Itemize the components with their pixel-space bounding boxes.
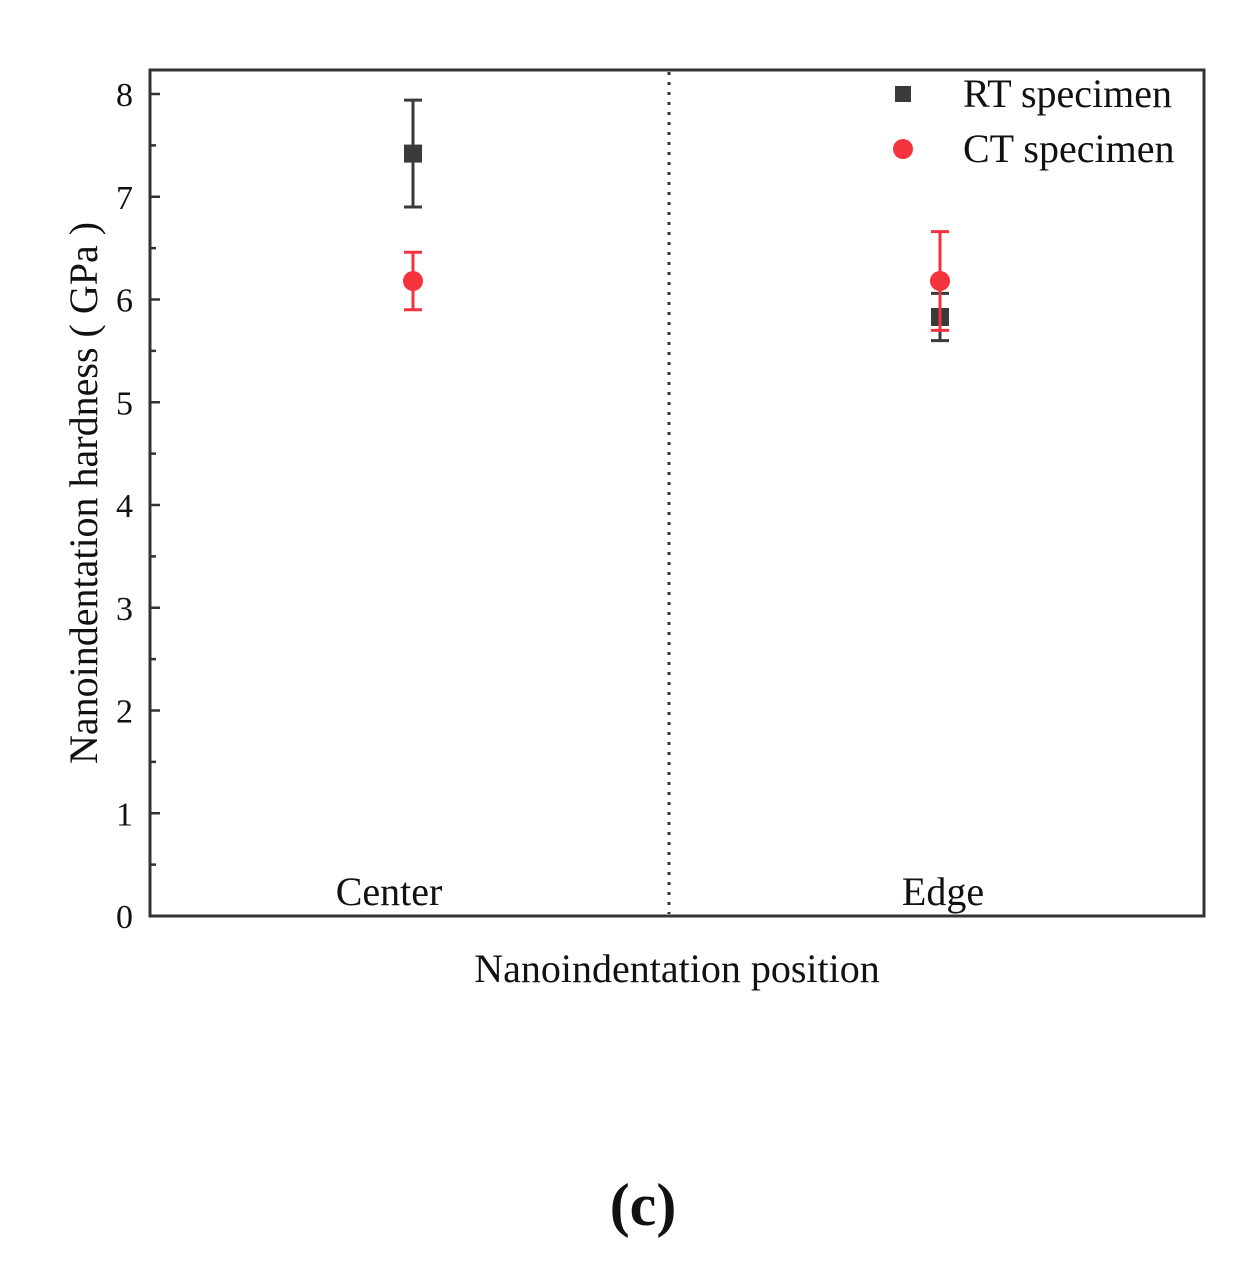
y-tick-label: 8 [116,77,133,114]
x-category-label: Edge [902,869,984,914]
plot-frame [148,68,1206,918]
data-marks [403,98,950,343]
y-tick-label: 4 [116,488,133,525]
legend-label: RT specimen [963,71,1172,116]
x-category-label: Center [336,869,443,914]
data-point-circle [403,271,423,292]
tick-label-group: 0 1 2 3 4 5 6 7 8 [116,77,133,936]
y-tick-label: 5 [116,385,133,422]
y-axis-label: Nanoindentation hardness ( GPa ) [61,222,106,764]
y-tick-label: 3 [116,591,133,628]
data-point-circle [930,271,950,292]
y-tick-label: 0 [116,899,133,936]
y-tick-label: 7 [116,180,133,217]
y-tick-label: 2 [116,694,133,731]
category-label-group: Center Edge [336,869,984,914]
x-axis-label: Nanoindentation position [474,946,880,991]
legend: RT specimen CT specimen [893,71,1174,171]
legend-label: CT specimen [963,126,1174,171]
legend-marker-square [895,86,911,102]
panel-label: (c) [610,1172,677,1238]
y-tick-label: 1 [116,796,133,833]
y-tick-label: 6 [116,283,133,320]
data-point-square [404,144,422,163]
legend-marker-circle [893,139,913,159]
